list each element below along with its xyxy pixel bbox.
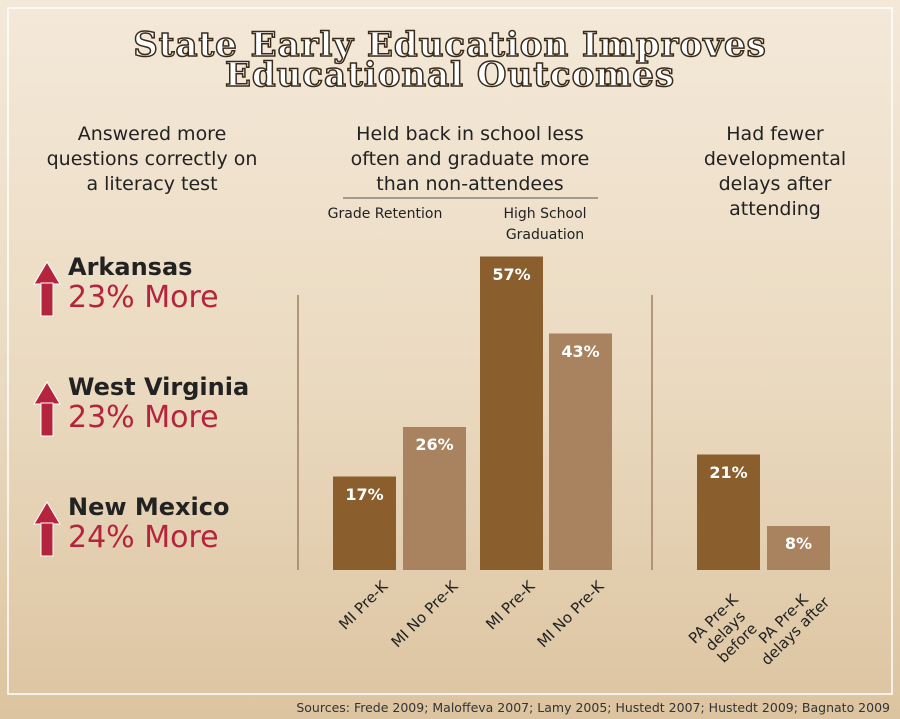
state-name: New Mexico xyxy=(68,493,230,521)
bar xyxy=(549,333,612,570)
chart-title: Had fewer developmental delays after att… xyxy=(703,123,847,220)
value-label: 17% xyxy=(345,484,384,504)
bar xyxy=(403,427,466,570)
value-label: 57% xyxy=(492,264,531,284)
state-name: Arkansas xyxy=(68,253,193,281)
value-label: 21% xyxy=(709,462,748,482)
bar xyxy=(480,256,543,570)
value-label: 26% xyxy=(415,435,454,454)
value-label: 8% xyxy=(784,534,813,553)
panel-heading: Answered more questions correctly on a l… xyxy=(46,123,258,195)
up-arrow xyxy=(33,381,61,405)
sources: Sources: Frede 2009; Maloffeva 2007; Lam… xyxy=(296,700,890,715)
up-arrow xyxy=(33,261,61,285)
up-arrow-shaft xyxy=(40,402,54,437)
group-label: High School Graduation xyxy=(503,206,587,243)
frame xyxy=(7,7,893,695)
state-result: 24% More xyxy=(68,520,219,555)
bar xyxy=(333,476,396,570)
state-name: West Virginia xyxy=(68,373,250,401)
up-arrow-shaft xyxy=(40,282,54,317)
chart-title: Held back in school less often and gradu… xyxy=(350,123,590,195)
value-label: 43% xyxy=(561,341,600,361)
state-result: 23% More xyxy=(68,400,219,435)
up-arrow-shaft xyxy=(40,522,54,557)
bar xyxy=(767,526,830,570)
title: State Early Education Improves Education… xyxy=(132,25,767,95)
group-label: Grade Retention xyxy=(327,206,443,222)
state-result: 23% More xyxy=(68,280,219,315)
up-arrow xyxy=(33,501,61,525)
bar xyxy=(697,454,760,570)
